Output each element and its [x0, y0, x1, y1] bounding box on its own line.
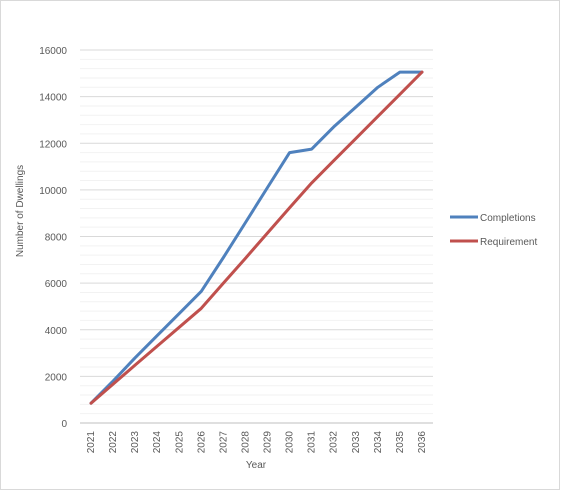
x-tick-label: 2028 [240, 431, 251, 454]
y-tick-label: 14000 [39, 93, 67, 104]
x-tick-label: 2033 [351, 431, 362, 454]
x-tick-label: 2030 [285, 431, 296, 454]
x-tick-label: 2027 [218, 431, 229, 454]
x-tick-label: 2029 [263, 431, 274, 454]
y-tick-label: 4000 [45, 326, 68, 337]
x-tick-label: 2032 [329, 431, 340, 454]
x-tick-label: 2023 [130, 431, 141, 454]
series-lines [89, 70, 424, 405]
series-line-completions [89, 70, 424, 405]
y-axis-tick-labels: 0 2000 4000 6000 8000 10000 12000 14000 16000 [39, 46, 67, 430]
x-tick-label: 2021 [86, 431, 97, 454]
x-tick-label: 2025 [174, 431, 185, 454]
x-tick-label: 2022 [108, 431, 119, 454]
y-axis-title: Number of Dwellings [15, 165, 26, 257]
legend: Completions Requirement [450, 213, 537, 248]
y-tick-label: 12000 [39, 139, 67, 150]
x-tick-label: 2024 [152, 431, 163, 454]
y-tick-label: 10000 [39, 186, 67, 197]
y-tick-label: 2000 [45, 372, 68, 383]
minor-gridlines [80, 58, 433, 415]
y-tick-label: 16000 [39, 46, 67, 57]
y-tick-label: 6000 [45, 279, 68, 290]
x-tick-label: 2035 [395, 431, 406, 454]
major-gridlines [80, 49, 433, 377]
x-tick-label: 2034 [373, 431, 384, 454]
x-tick-label: 2026 [196, 431, 207, 454]
series-line-requirement [89, 70, 424, 405]
x-tick-label: 2036 [417, 431, 428, 454]
y-tick-label: 0 [61, 419, 67, 430]
legend-label-requirement: Requirement [480, 237, 537, 248]
y-tick-label: 8000 [45, 233, 68, 244]
x-tick-label: 2031 [307, 431, 318, 454]
legend-label-completions: Completions [480, 213, 536, 224]
x-axis-title: Year [246, 460, 267, 471]
x-axis-tick-labels: 2021 2022 2023 2024 2025 2026 2027 2028 2029 2030… [86, 431, 428, 454]
